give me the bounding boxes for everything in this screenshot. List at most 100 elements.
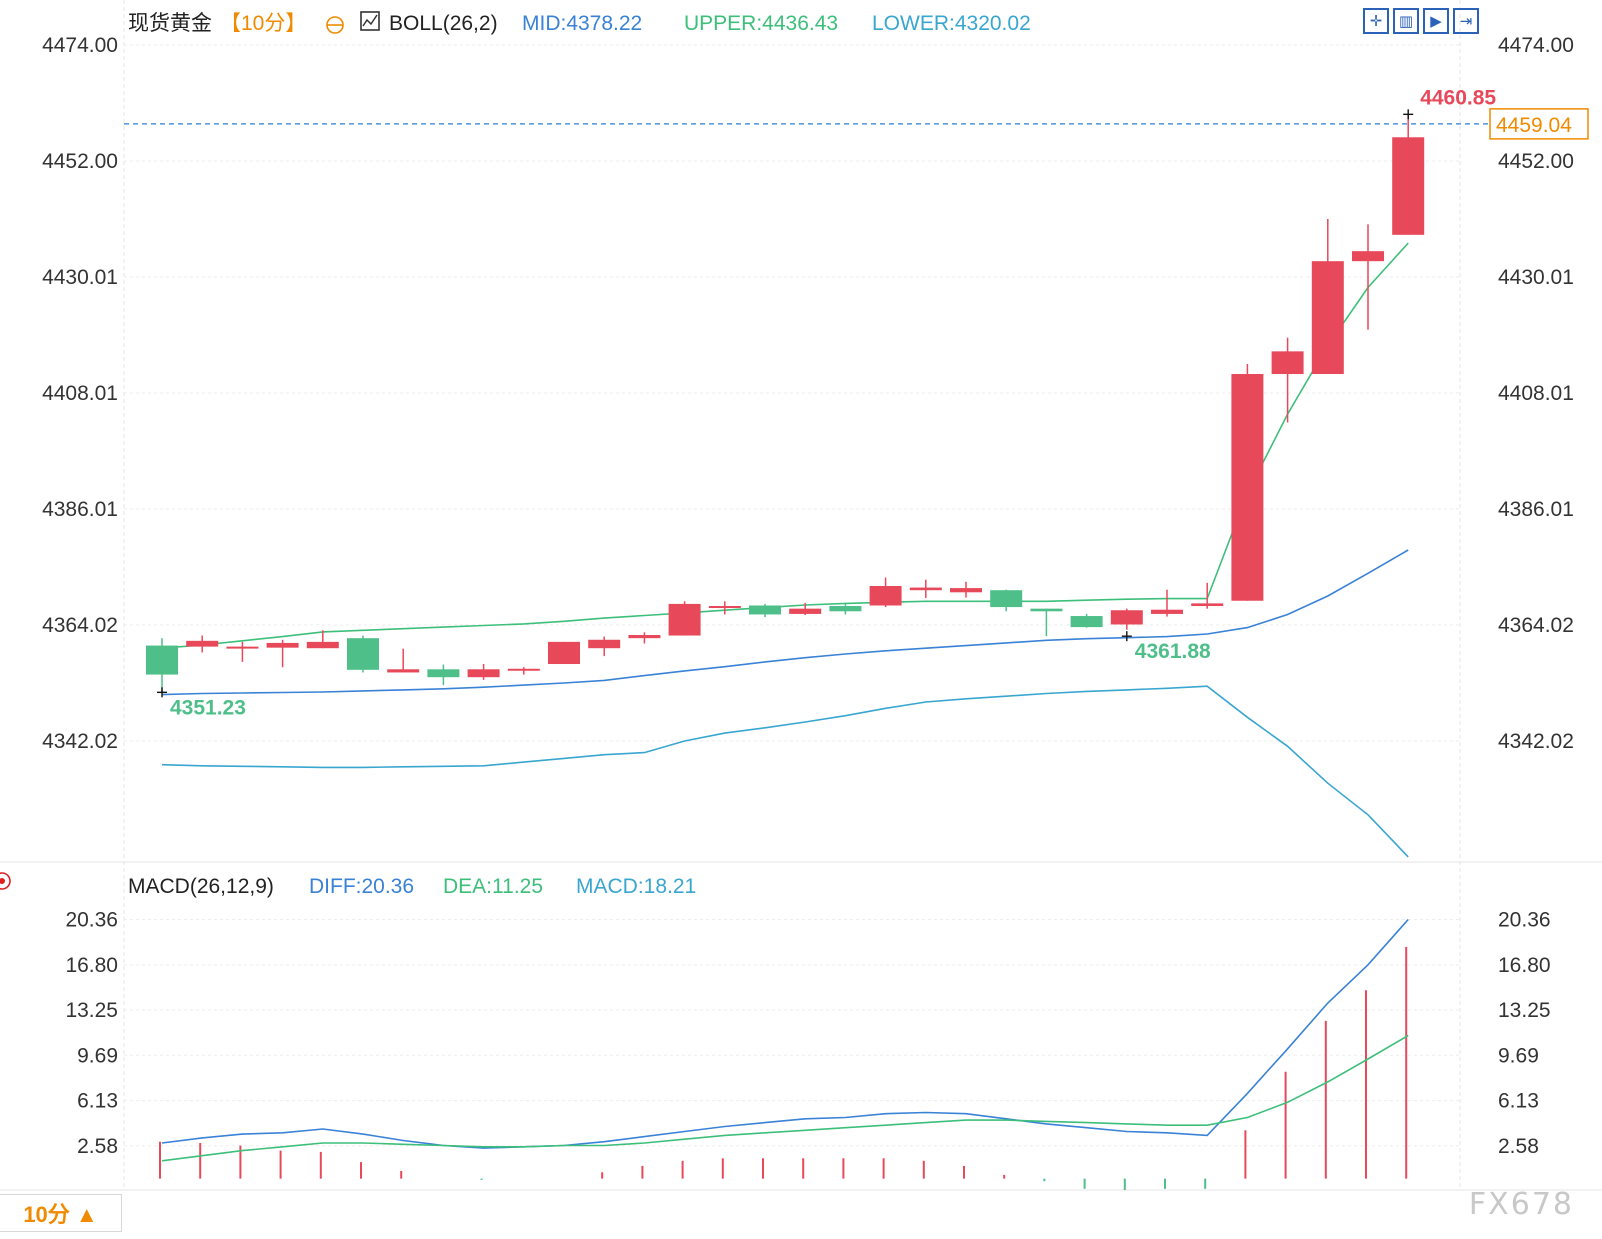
price-tick-label-left: 4408.01 xyxy=(42,382,118,405)
macd-pane-header: MACD(26,12,9) DIFF:20.36 DEA:11.25 MACD:… xyxy=(0,872,696,898)
boll-mid-value: MID:4378.22 xyxy=(522,12,642,35)
watermark: FX678 xyxy=(1468,1187,1574,1222)
price-tick-label-right: 4364.02 xyxy=(1498,614,1574,637)
candle-body xyxy=(1271,351,1304,375)
candle xyxy=(829,603,862,615)
price-tick-label-right: 4386.01 xyxy=(1498,498,1574,521)
macd-tick-label-left: 2.58 xyxy=(77,1135,118,1158)
candle-body xyxy=(588,639,621,649)
candle xyxy=(1311,219,1344,375)
layout-icon[interactable]: ✛ xyxy=(1363,8,1389,34)
candle xyxy=(1271,337,1304,423)
price-tick-label-right: 4452.00 xyxy=(1498,150,1574,173)
macd-tick-label-right: 16.80 xyxy=(1498,954,1551,977)
price-pane-header: 现货黄金 【10分】 BOLL(26,2) MID:4378.22 UPPER:… xyxy=(128,11,1031,35)
toolbar: ✛ ▥ ▶ ⇥ xyxy=(1363,8,1479,34)
price-tick-label-left: 4364.02 xyxy=(42,614,118,637)
candle-body xyxy=(1191,603,1224,607)
boll-lower-value: LOWER:4320.02 xyxy=(872,12,1031,35)
candle xyxy=(990,589,1023,612)
macd-dea-line xyxy=(161,1034,1409,1162)
candle xyxy=(347,635,379,673)
low-price-marker-label: 4361.88 xyxy=(1135,640,1211,663)
candle-body xyxy=(990,590,1023,608)
macd-tick-label-left: 13.25 xyxy=(65,999,118,1022)
macd-bars xyxy=(159,946,1408,1191)
price-tick-label-left: 4452.00 xyxy=(42,150,118,173)
candle-body xyxy=(1070,616,1103,628)
boll-upper-line xyxy=(161,242,1409,649)
candle-body xyxy=(347,638,379,670)
candle-body xyxy=(548,641,580,665)
timeframe-tag: 【10分】 xyxy=(220,12,306,35)
candle xyxy=(588,636,621,657)
candle-body xyxy=(186,640,219,647)
candle xyxy=(1070,613,1103,628)
candle-body xyxy=(789,608,822,614)
last-price-box xyxy=(1489,108,1589,140)
candle xyxy=(427,664,460,686)
candle-body xyxy=(1392,137,1425,235)
macd-tick-label-right: 20.36 xyxy=(1498,909,1551,932)
price-tick-label-left: 4474.00 xyxy=(42,34,118,57)
candle xyxy=(1030,608,1063,637)
settings-icon[interactable] xyxy=(326,16,344,34)
candle xyxy=(1151,589,1183,617)
candle-body xyxy=(1151,609,1183,614)
candle xyxy=(749,603,781,618)
indicator-icon[interactable] xyxy=(360,11,380,31)
macd-tick-label-left: 6.13 xyxy=(77,1090,118,1113)
symbol-name: 现货黄金 xyxy=(128,12,212,35)
candle-body xyxy=(668,603,701,636)
candle xyxy=(186,635,219,653)
price-tick-label-right: 4430.01 xyxy=(1498,266,1574,289)
macd-diff-line xyxy=(161,918,1409,1149)
price-tick-label-left: 4430.01 xyxy=(42,266,118,289)
candle-body xyxy=(950,588,982,593)
candle-body xyxy=(708,606,741,609)
candle-body xyxy=(628,635,661,639)
candle xyxy=(1191,582,1224,609)
candle-body xyxy=(427,669,460,678)
candle xyxy=(507,667,540,675)
candle-body xyxy=(507,668,540,671)
candle-body xyxy=(1231,374,1264,601)
candle-body xyxy=(266,642,299,648)
candle-body xyxy=(909,587,942,591)
macd-tick-label-left: 20.36 xyxy=(65,909,118,932)
boll-upper-value: UPPER:4436.43 xyxy=(684,12,838,35)
play-icon[interactable]: ▶ xyxy=(1423,8,1449,34)
candle xyxy=(467,664,500,680)
candle xyxy=(1110,608,1143,630)
price-tick-label-left: 4342.02 xyxy=(42,730,118,753)
candle-body xyxy=(306,641,339,649)
chart-frame xyxy=(0,0,1602,1191)
candle xyxy=(226,641,259,662)
macd-tick-label-left: 16.80 xyxy=(65,954,118,977)
candle-body xyxy=(1110,610,1143,625)
candle-body xyxy=(1352,251,1384,262)
candle xyxy=(869,577,902,608)
price-tick-label-right: 4342.02 xyxy=(1498,730,1574,753)
macd-tick-label-right: 9.69 xyxy=(1498,1044,1539,1067)
candle xyxy=(668,601,701,636)
low-price-marker-label: 4351.23 xyxy=(170,696,246,719)
price-tick-label-right: 4474.00 xyxy=(1498,34,1574,57)
price-grid: 4474.00 4474.00 4452.00 4452.00 4430.01 4430.… xyxy=(42,34,1574,753)
timeframe-selector-button[interactable]: 10分 ▲ xyxy=(0,1194,122,1232)
last-price-label: 4459.04 xyxy=(1496,114,1572,137)
candle xyxy=(387,648,420,673)
price-tick-label-left: 4386.01 xyxy=(42,498,118,521)
target-icon[interactable] xyxy=(0,872,11,890)
boll-mid-line xyxy=(161,549,1409,696)
candle xyxy=(708,601,741,615)
step-icon[interactable]: ⇥ xyxy=(1453,8,1479,34)
grid-icon[interactable]: ▥ xyxy=(1393,8,1419,34)
candle-body xyxy=(226,646,259,649)
macd-grid: 20.36 20.36 16.80 16.80 13.25 13.25 9.69 9.69 6.… xyxy=(65,909,1550,1158)
candle-body xyxy=(1311,261,1344,375)
boll-lines xyxy=(161,242,1409,858)
